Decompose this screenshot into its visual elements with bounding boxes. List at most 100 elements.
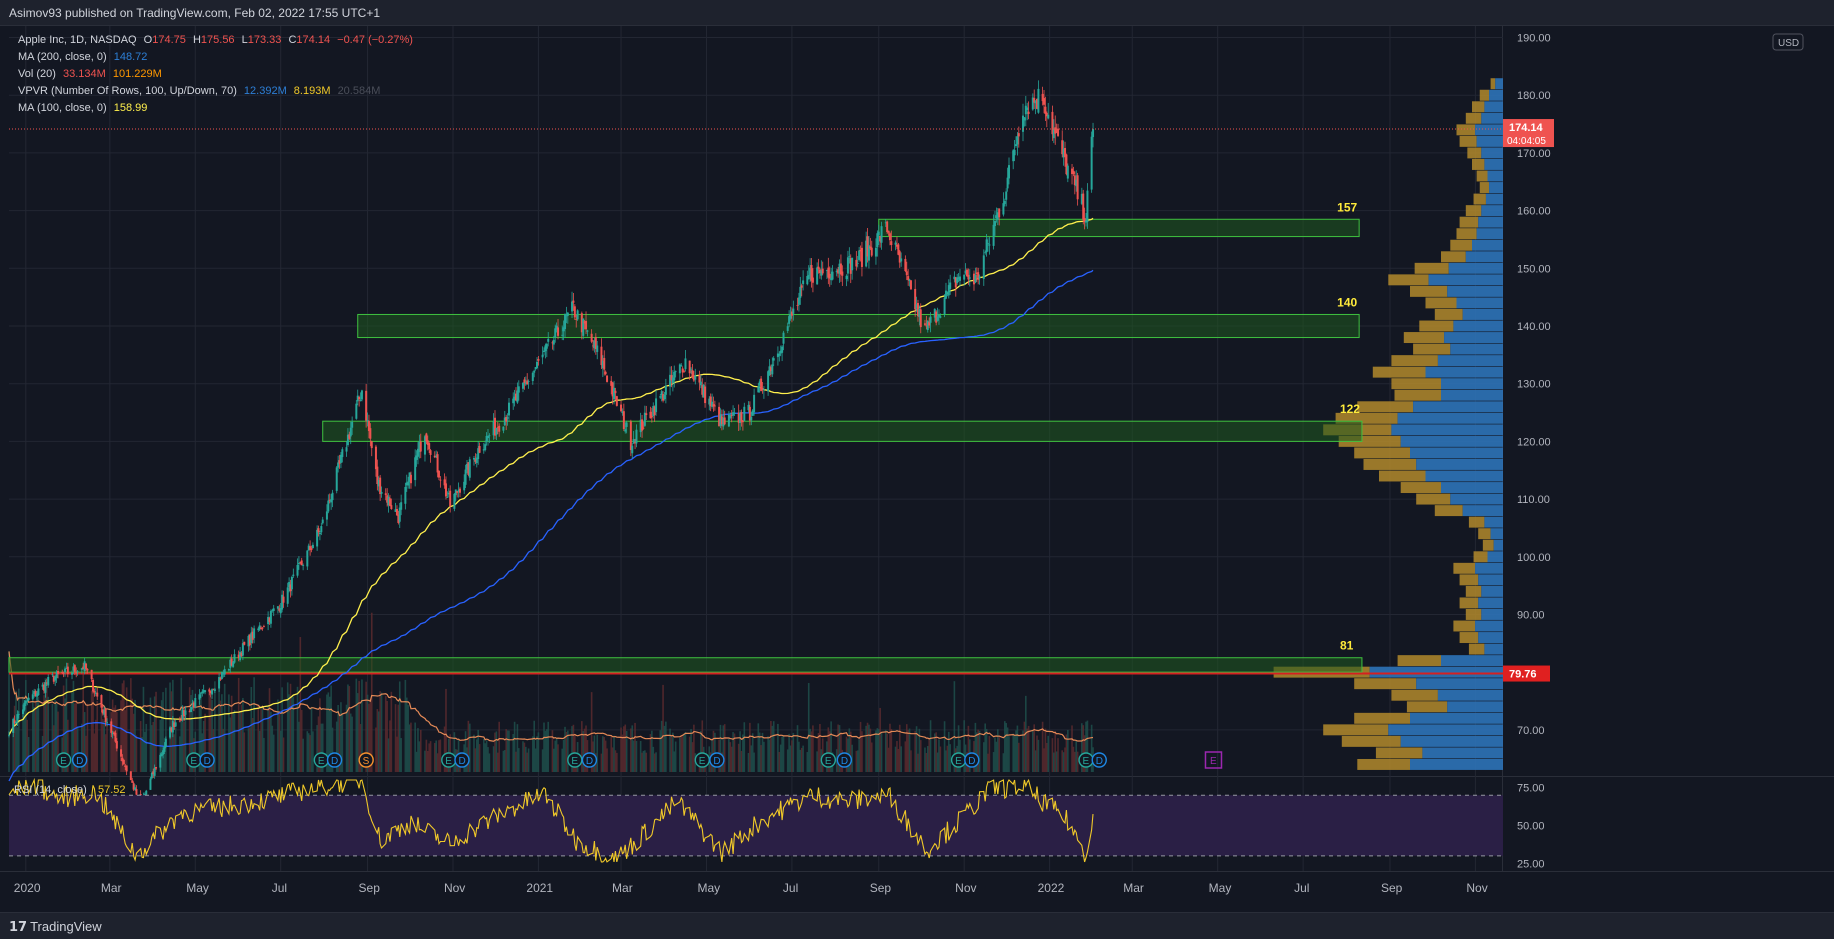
- candle-body: [796, 305, 799, 306]
- volume-bar: [777, 723, 779, 772]
- candle-body: [271, 610, 274, 612]
- price-chart[interactable]: 190.00 180.00 170.00 160.00 150.00 140.00 130.…: [0, 26, 1834, 912]
- vpvr-row-up: [1447, 285, 1503, 297]
- candle-body: [15, 721, 18, 724]
- legend-vpvr-row[interactable]: VPVR (Number Of Rows, 100, Up/Down, 70) …: [18, 85, 380, 97]
- dividend-icon[interactable]: [964, 752, 980, 768]
- split-icon[interactable]: [358, 752, 374, 768]
- y-tick-label: 170.00: [1517, 148, 1551, 160]
- candle-body: [778, 353, 781, 356]
- volume-bar: [222, 728, 225, 772]
- support-zone[interactable]: [8, 657, 1363, 673]
- support-zone[interactable]: [322, 420, 1363, 442]
- volume-bar: [714, 732, 716, 772]
- volume-bar: [319, 698, 321, 772]
- volume-bar: [616, 752, 618, 772]
- tradingview-logo[interactable]: 𝟭𝟳 TradingView: [9, 919, 102, 935]
- vpvr-row-up: [1475, 124, 1503, 136]
- vpvr-row-up: [1476, 228, 1503, 240]
- candle-body: [485, 435, 488, 442]
- volume-bar: [1015, 730, 1017, 772]
- legend-ma200-row[interactable]: MA (200, close, 0) 148.72: [18, 51, 147, 63]
- x-tick-label: Nov: [1466, 881, 1487, 895]
- dividend-icon[interactable]: [709, 752, 725, 768]
- dividend-icon[interactable]: [326, 752, 343, 768]
- candle-body: [416, 448, 419, 457]
- candle-body: [43, 684, 46, 691]
- candle-body: [447, 492, 450, 495]
- legend-ma100-row[interactable]: MA (100, close, 0) 158.99: [18, 102, 147, 114]
- volume-bar: [700, 731, 702, 772]
- candle-body: [992, 224, 995, 246]
- event-icon-letter: D: [458, 756, 465, 767]
- volume-bar: [673, 751, 676, 772]
- legend-vol-row[interactable]: Vol (20) 33.134M 101.229M: [18, 68, 162, 80]
- volume-bar: [554, 740, 557, 772]
- dividend-icon[interactable]: [454, 752, 470, 768]
- ma100-line[interactable]: [8, 217, 1094, 736]
- volume-bar: [947, 731, 950, 772]
- volume-bar: [291, 697, 293, 772]
- candle-body: [1052, 128, 1055, 139]
- candle-body: [575, 319, 578, 320]
- volume-bar: [194, 731, 197, 772]
- candle-body: [583, 321, 586, 324]
- candle-body: [1043, 98, 1046, 105]
- support-zone[interactable]: [357, 313, 1360, 339]
- rsi-line[interactable]: [8, 777, 1094, 863]
- vpvr-row-up: [1478, 597, 1503, 609]
- volume-bar: [34, 700, 37, 772]
- support-zone[interactable]: [878, 218, 1360, 238]
- candle-body: [788, 316, 791, 324]
- volume-bar: [792, 732, 795, 772]
- volume-bar: [975, 732, 978, 772]
- volume-bar: [433, 743, 436, 772]
- candle-body: [831, 271, 834, 280]
- candle-body: [792, 308, 795, 314]
- candle-body: [524, 382, 527, 385]
- currency-button[interactable]: [1772, 33, 1804, 51]
- candle-body: [122, 759, 125, 765]
- candle-body: [918, 308, 921, 318]
- vpvr-row-down: [1372, 366, 1426, 378]
- vpvr-row-down: [1459, 135, 1477, 147]
- dividend-icon[interactable]: [199, 752, 215, 768]
- candle-body: [286, 587, 289, 604]
- volume-bar: [141, 737, 143, 772]
- volume-bar: [424, 750, 426, 772]
- dividend-icon[interactable]: [1091, 752, 1107, 768]
- volume-bar: [870, 742, 873, 772]
- volume-bar: [312, 731, 314, 772]
- legend-symbol[interactable]: Apple Inc, 1D, NASDAQ: [18, 34, 137, 46]
- volume-bar: [389, 720, 391, 772]
- volume-bar: [651, 730, 653, 772]
- volume-bar: [181, 709, 184, 772]
- dividend-icon[interactable]: [836, 752, 853, 768]
- volume-bar: [153, 696, 156, 772]
- volume-bar: [770, 720, 772, 772]
- volume-bar: [1072, 746, 1075, 772]
- candle-body: [213, 689, 216, 691]
- rsi-tick-label: 75.00: [1517, 783, 1545, 795]
- footer-bar: 𝟭𝟳 TradingView: [0, 912, 1834, 939]
- dividend-icon[interactable]: [581, 752, 598, 768]
- vpvr-row-up: [1413, 401, 1503, 413]
- candle-body: [727, 414, 730, 427]
- volume-bar: [71, 692, 73, 772]
- volume-bar: [551, 730, 554, 772]
- dividend-icon[interactable]: [71, 752, 88, 768]
- earnings-icon[interactable]: [820, 752, 837, 768]
- candle-body: [190, 707, 193, 713]
- earnings-icon[interactable]: [55, 752, 72, 768]
- volume-ma-line[interactable]: [8, 651, 1094, 742]
- volume-bar: [152, 721, 155, 772]
- candle-body: [104, 708, 107, 722]
- vpvr-row-down: [1459, 597, 1479, 609]
- candle-body: [964, 270, 967, 274]
- volume-bar: [585, 725, 587, 772]
- candle-body: [762, 389, 765, 391]
- ma200-line[interactable]: [8, 269, 1094, 782]
- upcoming-earnings-icon[interactable]: [1204, 751, 1223, 769]
- volume-bar: [800, 747, 803, 772]
- candle-body: [1034, 100, 1037, 104]
